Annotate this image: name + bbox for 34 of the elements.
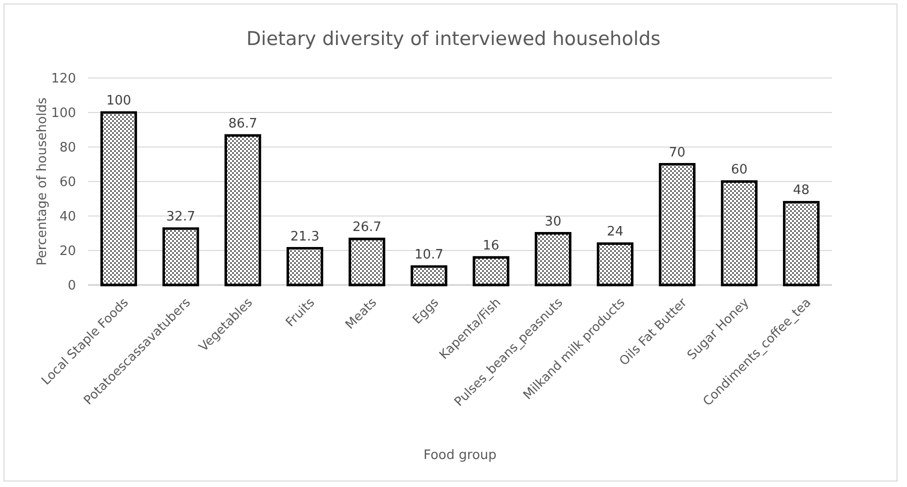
bar (782, 200, 820, 286)
data-label: 48 (793, 183, 810, 198)
chart-title: Dietary diversity of interviewed households (246, 28, 661, 50)
bar (720, 180, 758, 286)
bar (348, 238, 386, 286)
y-tick-label: 40 (59, 210, 76, 225)
data-label: 24 (606, 224, 624, 240)
bar (596, 242, 634, 286)
data-label: 60 (730, 162, 748, 178)
data-label: 10.7 (414, 248, 444, 263)
y-tick-label: 60 (59, 175, 76, 190)
y-tick-label: 20 (59, 244, 76, 260)
bar (410, 265, 448, 286)
y-tick-label: 100 (51, 106, 76, 122)
data-label: 70 (668, 145, 686, 160)
bar (162, 227, 200, 286)
y-tick-label: 0 (68, 278, 76, 294)
y-tick-label: 80 (59, 140, 76, 156)
bar (224, 134, 262, 286)
data-label: 26.7 (352, 220, 382, 235)
x-axis-title: Food group (423, 448, 497, 463)
data-label: 86.7 (228, 116, 258, 132)
y-tick-label: 120 (51, 72, 76, 87)
y-axis-title: Percentage of households (35, 97, 50, 266)
bar (286, 247, 324, 286)
data-label: 30 (544, 214, 562, 230)
bar (658, 163, 696, 286)
bar (472, 256, 510, 286)
data-label: 32.7 (166, 210, 196, 225)
data-label: 21.3 (290, 229, 320, 244)
bar (534, 232, 572, 286)
data-label: 100 (106, 94, 132, 108)
data-label: 16 (482, 238, 500, 254)
bar (100, 111, 138, 286)
